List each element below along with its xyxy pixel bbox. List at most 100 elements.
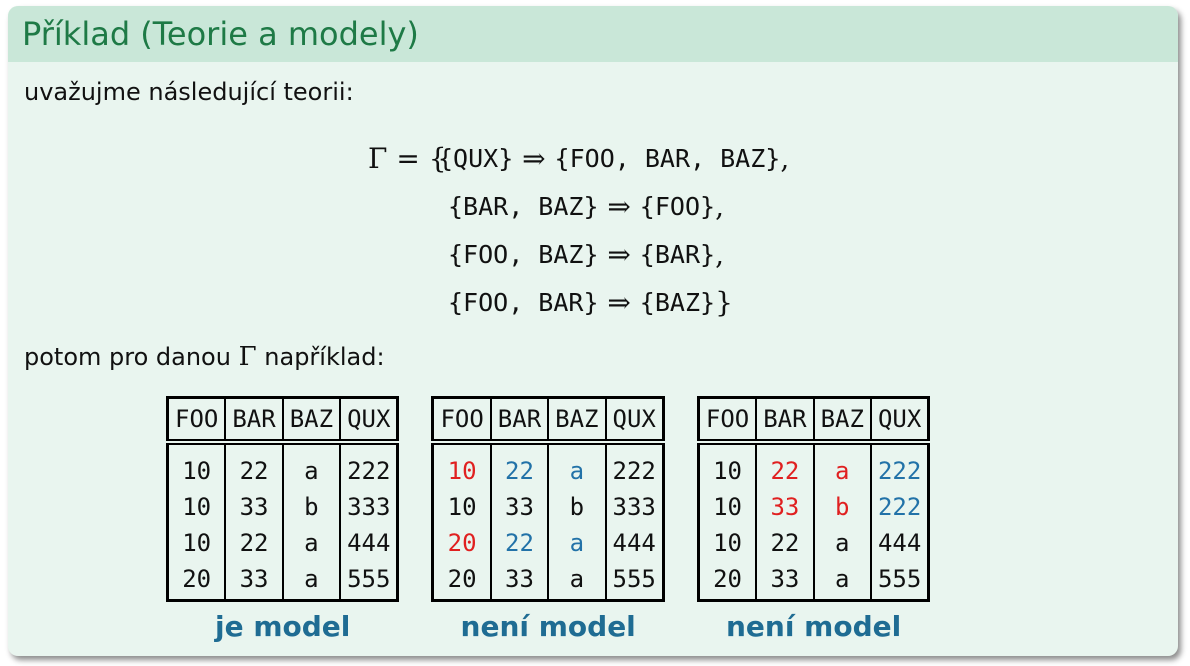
column-header: QUX bbox=[869, 397, 930, 445]
column-header: FOO bbox=[431, 397, 492, 445]
theory-formula: Γ = { {QUX} ⇒ {FOO, BAR, BAZ}, {BAR, BAZ… bbox=[368, 134, 789, 326]
table-cell: 10 bbox=[697, 442, 758, 489]
gamma-symbol: Γ bbox=[238, 342, 257, 372]
table-cell: 222 bbox=[339, 442, 399, 489]
column-header: FOO bbox=[697, 397, 758, 445]
implies-symbol: ⇒ bbox=[607, 237, 631, 271]
table-caption: je model bbox=[215, 610, 351, 643]
table-cell: 22 bbox=[224, 525, 284, 561]
column-header: FOO bbox=[166, 397, 227, 445]
table-cell: 222 bbox=[869, 442, 930, 489]
table-cell: 10 bbox=[166, 442, 227, 489]
table-caption: není model bbox=[460, 610, 636, 643]
table-cell: 444 bbox=[869, 525, 930, 561]
rule-rhs: {BAZ} bbox=[639, 287, 716, 317]
column-header: BAZ bbox=[812, 397, 872, 445]
table-cell: 22 bbox=[224, 442, 284, 489]
column-header: BAR bbox=[489, 397, 550, 445]
table-cell: 20 bbox=[166, 561, 227, 601]
relation-table-block: FOO BAR BAZ QUX 10 22 a 222 10 33 b 333 20 22 a 444 20 33… bbox=[431, 396, 665, 643]
table-cell: 222 bbox=[869, 489, 930, 525]
table-row: 20 33 a 555 bbox=[431, 561, 665, 601]
column-header: BAZ bbox=[547, 397, 607, 445]
rule-rhs: {FOO, BAR, BAZ} bbox=[554, 143, 781, 173]
table-cell: 10 bbox=[166, 525, 227, 561]
table-cell: b bbox=[281, 489, 342, 525]
table-row: 10 22 a 222 bbox=[697, 442, 930, 489]
table-cell: 22 bbox=[489, 525, 550, 561]
table-cell: 555 bbox=[869, 561, 930, 601]
relation-tables: FOO BAR BAZ QUX 10 22 a 222 10 33 b 333 10 22 a 444 20 33… bbox=[166, 396, 962, 643]
table-cell: a bbox=[547, 525, 607, 561]
column-header: BAR bbox=[224, 397, 284, 445]
relation-table-block: FOO BAR BAZ QUX 10 22 a 222 10 33 b 222 10 22 a 444 20 33… bbox=[696, 396, 931, 643]
column-header: BAZ bbox=[281, 397, 342, 445]
gamma-lhs: Γ = { bbox=[368, 141, 447, 175]
table-row: 10 33 b 333 bbox=[431, 489, 665, 525]
table-cell: 20 bbox=[431, 561, 492, 601]
table-cell: a bbox=[812, 525, 872, 561]
formula-row: Γ = { {QUX} ⇒ {FOO, BAR, BAZ}, bbox=[368, 134, 789, 182]
table-row: 10 33 b 222 bbox=[697, 489, 930, 525]
rule-rhs: {BAR} bbox=[639, 239, 716, 269]
rule-lhs: {FOO, BAZ} bbox=[448, 239, 599, 269]
table-cell: 333 bbox=[339, 489, 399, 525]
table-cell: a bbox=[812, 561, 872, 601]
rule-lhs: {QUX} bbox=[438, 143, 514, 173]
table-cell: 22 bbox=[755, 442, 815, 489]
relation-table: FOO BAR BAZ QUX 10 22 a 222 10 33 b 333 10 22 a 444 20 33… bbox=[166, 396, 400, 602]
table-caption: není model bbox=[725, 610, 902, 643]
implies-symbol: ⇒ bbox=[607, 285, 631, 319]
implies-symbol: ⇒ bbox=[607, 189, 631, 223]
table-row: 10 33 b 333 bbox=[166, 489, 399, 525]
table-cell: 10 bbox=[431, 489, 492, 525]
table-cell: 222 bbox=[604, 442, 665, 489]
table-row: 20 22 a 444 bbox=[431, 525, 665, 561]
table-row: 10 22 a 222 bbox=[431, 442, 665, 489]
table-cell: 10 bbox=[697, 489, 758, 525]
table-cell: 555 bbox=[604, 561, 665, 601]
table-cell: 33 bbox=[755, 561, 815, 601]
table-cell: a bbox=[281, 561, 342, 601]
column-header: QUX bbox=[339, 397, 399, 445]
formula-row: {FOO, BAZ} ⇒ {BAR}, bbox=[368, 230, 789, 278]
table-cell: 33 bbox=[224, 561, 284, 601]
table-row: 10 22 a 444 bbox=[166, 525, 399, 561]
table-cell: a bbox=[812, 442, 872, 489]
rule-separator: , bbox=[715, 237, 724, 271]
table-cell: 33 bbox=[755, 489, 815, 525]
table-cell: 444 bbox=[339, 525, 399, 561]
table-cell: 333 bbox=[604, 489, 665, 525]
table-cell: a bbox=[547, 561, 607, 601]
table-cell: 20 bbox=[431, 525, 492, 561]
table-cell: 33 bbox=[489, 489, 550, 525]
column-header: QUX bbox=[604, 397, 665, 445]
column-header: BAR bbox=[755, 397, 815, 445]
table-row: 10 22 a 222 bbox=[166, 442, 399, 489]
table-cell: a bbox=[281, 442, 342, 489]
table-row: 20 33 a 555 bbox=[166, 561, 399, 601]
table-cell: 20 bbox=[697, 561, 758, 601]
rule-lhs: {BAR, BAZ} bbox=[448, 191, 599, 221]
table-row: 10 22 a 444 bbox=[697, 525, 930, 561]
formula-row: {BAR, BAZ} ⇒ {FOO}, bbox=[368, 182, 789, 230]
table-row: 20 33 a 555 bbox=[697, 561, 930, 601]
transition-before: potom pro danou bbox=[24, 343, 239, 371]
transition-after: například: bbox=[256, 343, 385, 371]
table-cell: 444 bbox=[604, 525, 665, 561]
formula-row: {FOO, BAR} ⇒ {BAZ}} bbox=[368, 278, 789, 326]
table-cell: 22 bbox=[755, 525, 815, 561]
implies-symbol: ⇒ bbox=[522, 141, 546, 175]
table-cell: b bbox=[547, 489, 607, 525]
table-cell: 555 bbox=[339, 561, 399, 601]
table-cell: 33 bbox=[224, 489, 284, 525]
table-cell: 10 bbox=[431, 442, 492, 489]
relation-table: FOO BAR BAZ QUX 10 22 a 222 10 33 b 333 20 22 a 444 20 33… bbox=[431, 396, 665, 602]
table-cell: a bbox=[281, 525, 342, 561]
table-cell: 22 bbox=[489, 442, 550, 489]
rule-separator: , bbox=[780, 141, 790, 175]
rule-lhs: {FOO, BAR} bbox=[448, 287, 599, 317]
rule-separator: } bbox=[715, 285, 733, 319]
block-title: Příklad (Teorie a modely) bbox=[8, 6, 1178, 62]
transition-text: potom pro danou Γ například: bbox=[24, 342, 385, 372]
